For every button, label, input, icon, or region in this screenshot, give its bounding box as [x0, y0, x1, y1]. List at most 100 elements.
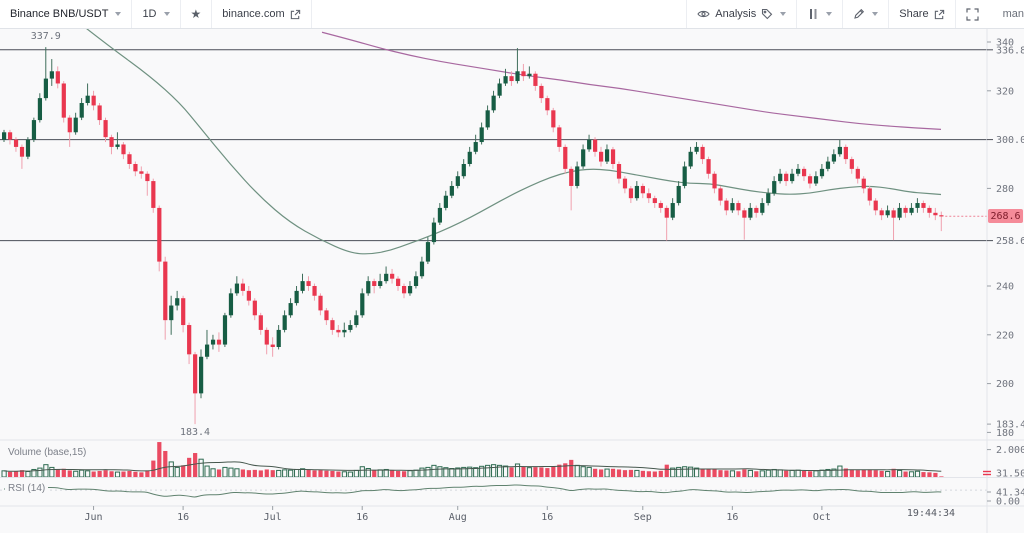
volume-bar [306, 469, 311, 477]
interval-button[interactable]: 1D [132, 0, 181, 28]
volume-bar [163, 450, 168, 477]
eye-icon [697, 10, 710, 18]
candle-body [216, 339, 222, 345]
volume-bar [837, 465, 843, 478]
candle-body [306, 281, 311, 286]
volume-bar [801, 470, 807, 477]
volume-bar [103, 470, 108, 477]
chart-area: 340 336.8 320 300.0 280 258.6 240 220 200 183.4 18… [0, 28, 1024, 533]
analysis-button[interactable]: Analysis [686, 0, 797, 28]
candle-body [443, 195, 448, 208]
price-chart-canvas[interactable]: 340336.8320300.0280258.6240220200183.418… [0, 28, 1024, 533]
volume-bar [168, 461, 174, 478]
share-label: Share [899, 8, 929, 20]
candle-body [85, 95, 90, 103]
volume-bar [157, 442, 162, 477]
volume-bar [1, 470, 7, 478]
candle-body [933, 212, 938, 216]
volume-bar [49, 466, 55, 478]
volume-bar [407, 470, 413, 478]
volume-bar [813, 470, 819, 478]
candle-body [790, 173, 795, 182]
candle-body [437, 207, 443, 223]
volume-bar [908, 471, 915, 478]
volume-bar [228, 467, 234, 478]
candle-body [109, 137, 114, 147]
candle-body [563, 146, 568, 169]
candle-body [234, 283, 240, 294]
broker-link-button[interactable]: binance.com [212, 0, 312, 28]
volume-bar [921, 472, 926, 477]
candle-body [479, 127, 484, 143]
candle-body [139, 171, 144, 174]
volume-bar [145, 470, 150, 477]
candle-body [921, 203, 926, 208]
volume-bar [557, 464, 562, 477]
candle-body [730, 203, 735, 211]
candle-body [736, 203, 741, 211]
volume-axis-label: 2.000M [996, 445, 1024, 456]
volume-bar [885, 471, 891, 478]
volume-bar [67, 470, 72, 477]
columns-icon [810, 9, 817, 19]
price-tick-label: 336.8 [996, 45, 1024, 56]
volume-bar [193, 453, 198, 477]
volume-bar [843, 468, 848, 477]
candle-body [19, 146, 25, 157]
volume-bar [819, 469, 825, 478]
candle-body [873, 200, 878, 211]
symbol-button[interactable]: Binance BNB/USDT [0, 0, 133, 28]
volume-bar [181, 465, 186, 477]
time-tick-label: Sep [634, 512, 652, 523]
draw-button[interactable] [842, 0, 889, 28]
top-toolbar: Binance BNB/USDT 1D ★ binance.com [0, 0, 1024, 29]
price-tick-label: 240 [996, 282, 1014, 293]
volume-bar [449, 468, 455, 478]
volume-bar [121, 471, 126, 477]
volume-bar [204, 465, 210, 478]
ma-purple [321, 31, 942, 130]
candle-body [837, 146, 842, 155]
volume-bar [318, 470, 323, 477]
volume-bar [539, 467, 544, 477]
price-tick-label: 180 [996, 428, 1014, 439]
candle-body [37, 98, 43, 121]
share-button[interactable]: Share [888, 0, 955, 28]
fullscreen-icon [965, 7, 979, 21]
candle-body [222, 315, 228, 345]
volume-bar [270, 470, 275, 477]
candle-body [91, 95, 96, 106]
candle-body [157, 207, 162, 262]
external-link-icon [934, 9, 944, 19]
volume-bar [861, 469, 866, 477]
candle-body [706, 159, 711, 174]
volume-bar [640, 470, 645, 477]
favorite-button[interactable]: ★ [180, 0, 213, 28]
candle-body [31, 120, 37, 140]
volume-bar [628, 469, 634, 477]
candle-body [640, 185, 645, 194]
candle-body [891, 210, 896, 218]
candle-body [664, 207, 669, 218]
time-tick-label: 16 [177, 512, 189, 523]
candle-body [724, 200, 729, 211]
price-tick-label: 340 [996, 38, 1014, 49]
last-price-label: 268.6 [988, 209, 1023, 224]
candle-body [425, 242, 431, 262]
candle-body [163, 261, 168, 321]
candle-body [599, 151, 604, 162]
volume-bar [473, 467, 479, 478]
candle-body [485, 110, 490, 128]
candle-body [187, 325, 192, 355]
fullscreen-button[interactable] [954, 0, 989, 28]
volume-indicator-label[interactable]: Volume (base,15) [5, 447, 90, 458]
volume-bar [55, 469, 60, 477]
candle-body [694, 146, 699, 152]
candle-body [867, 188, 872, 201]
candle-body [258, 315, 263, 330]
candle-body [807, 176, 813, 184]
toolbar-left-group: Binance BNB/USDT 1D ★ binance.com [0, 0, 312, 28]
rsi-indicator-label[interactable]: RSI (14) [5, 483, 49, 494]
candle-body [348, 325, 353, 330]
chart-style-button[interactable] [796, 0, 843, 28]
